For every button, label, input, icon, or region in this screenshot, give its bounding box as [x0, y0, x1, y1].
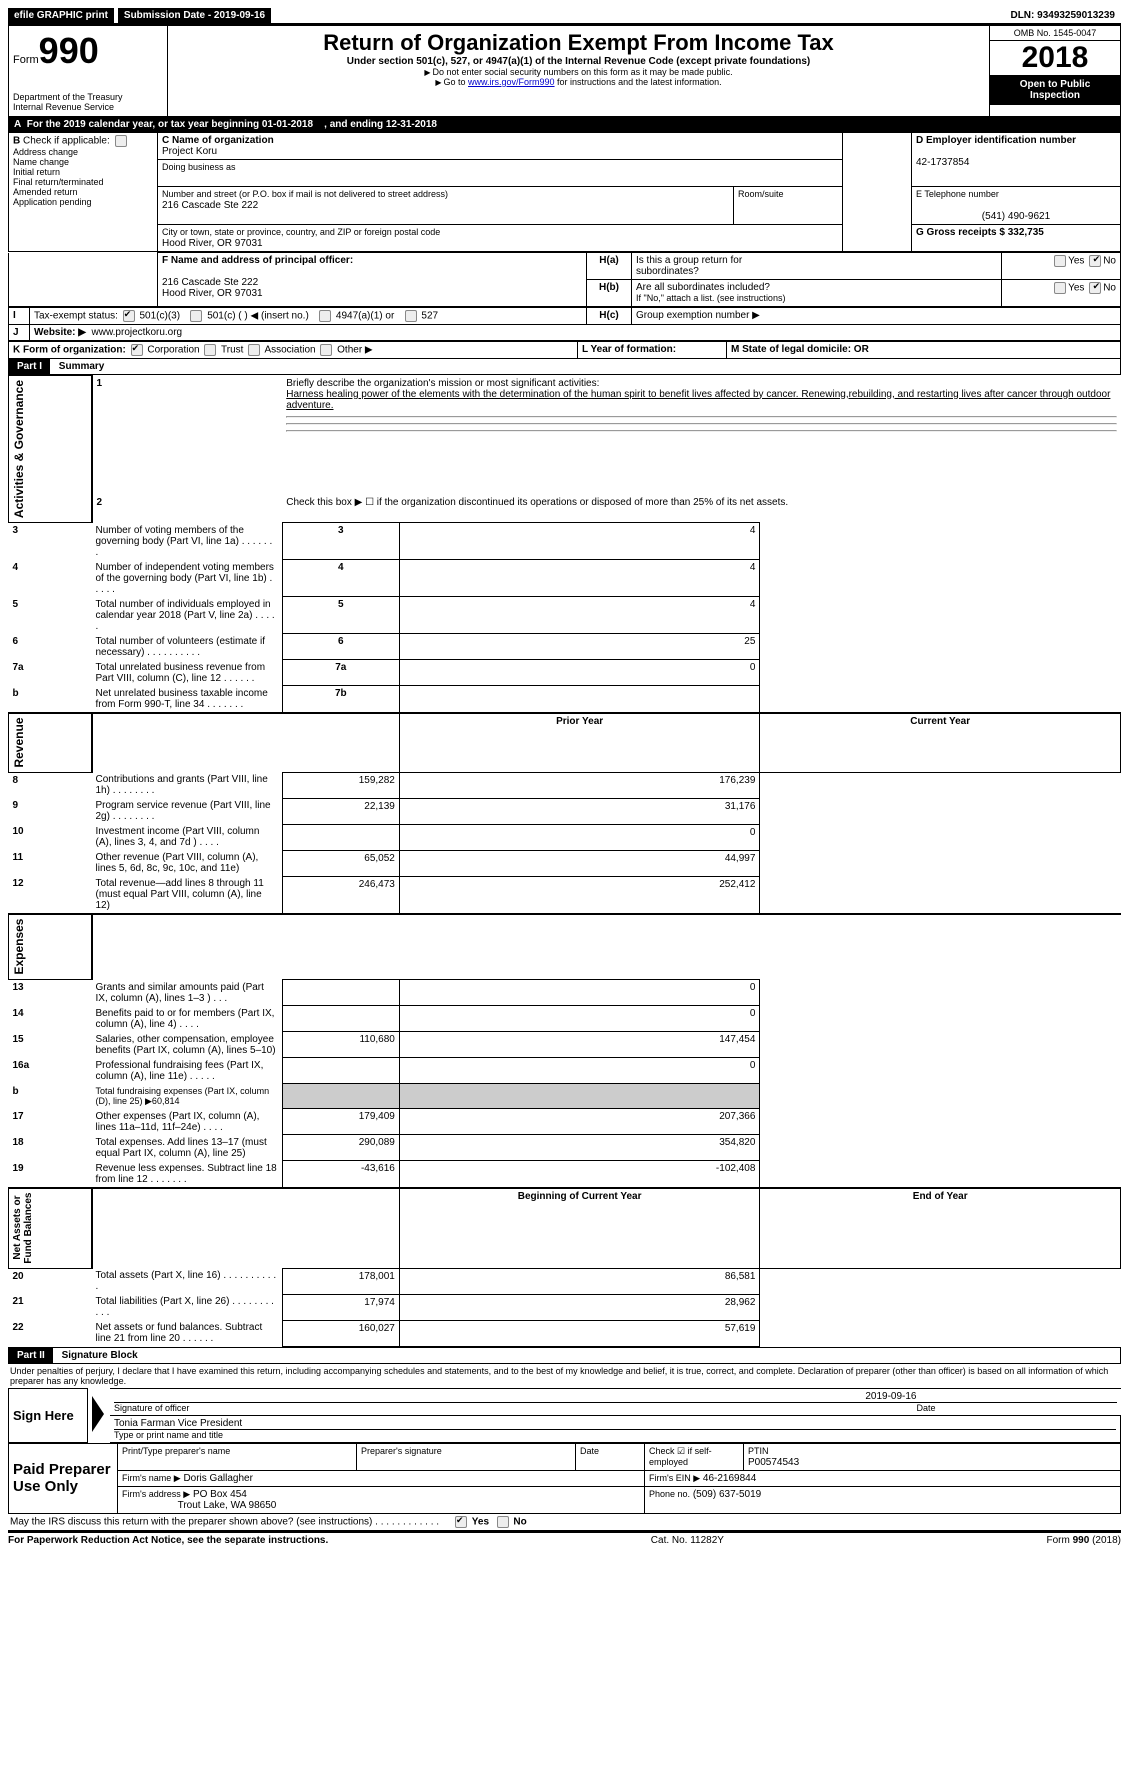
period-bar: A For the 2019 calendar year, or tax yea…	[8, 117, 1121, 132]
summary-table: Activities & Governance 1 Briefly descri…	[8, 375, 1121, 1347]
gross-receipts: G Gross receipts $ 332,735	[916, 227, 1044, 238]
expense-row: b Total fundraising expenses (Part IX, c…	[9, 1084, 1121, 1109]
expense-row: 14 Benefits paid to or for members (Part…	[9, 1006, 1121, 1032]
topbar: efile GRAPHIC print Submission Date - 20…	[8, 8, 1121, 25]
form-number: 990	[39, 30, 99, 71]
revenue-row: 10 Investment income (Part VIII, column …	[9, 824, 1121, 850]
website: www.projectkoru.org	[92, 327, 183, 338]
street-address: 216 Cascade Ste 222	[162, 200, 258, 211]
expenses-label: Expenses	[9, 914, 92, 980]
expense-row: 15 Salaries, other compensation, employe…	[9, 1032, 1121, 1058]
firm-name: Doris Gallagher	[183, 1473, 252, 1484]
expense-row: 16a Professional fundraising fees (Part …	[9, 1058, 1121, 1084]
mission-text: Harness healing power of the elements wi…	[286, 389, 1110, 411]
dln: DLN: 93493259013239	[1004, 8, 1121, 23]
omb: OMB No. 1545-0047	[990, 26, 1120, 41]
summary-row: b Net unrelated business taxable income …	[9, 686, 1121, 713]
net-assets-row: 22 Net assets or fund balances. Subtract…	[9, 1320, 1121, 1346]
firm-ein: 46-2169844	[703, 1473, 756, 1484]
perjury-declaration: Under penalties of perjury, I declare th…	[8, 1364, 1121, 1388]
summary-row: 6 Total number of volunteers (estimate i…	[9, 634, 1121, 660]
checkbox-option: Amended return	[13, 187, 153, 197]
irs-link[interactable]: www.irs.gov/Form990	[468, 77, 555, 87]
activities-governance-label: Activities & Governance	[9, 376, 92, 523]
preparer-phone: (509) 637-5019	[693, 1489, 761, 1500]
ein: 42-1737854	[916, 157, 969, 168]
submission-date: Submission Date - 2019-09-16	[118, 8, 271, 23]
city-state-zip: Hood River, OR 97031	[162, 238, 263, 249]
net-assets-row: 20 Total assets (Part X, line 16) . . . …	[9, 1268, 1121, 1294]
expense-row: 19 Revenue less expenses. Subtract line …	[9, 1161, 1121, 1188]
checkbox-option: Initial return	[13, 167, 153, 177]
open-inspection: Open to Public Inspection	[990, 75, 1120, 105]
net-assets-row: 21 Total liabilities (Part X, line 26) .…	[9, 1294, 1121, 1320]
i-j-block: I Tax-exempt status: 501(c)(3) 501(c) ( …	[8, 307, 1121, 341]
signature-arrow-icon	[92, 1396, 104, 1432]
revenue-row: 12 Total revenue—add lines 8 through 11 …	[9, 876, 1121, 914]
checkbox-option: Final return/terminated	[13, 177, 153, 187]
revenue-label: Revenue	[9, 713, 92, 773]
checkbox-option: Address change	[13, 147, 153, 157]
part2-label: Part II	[9, 1348, 53, 1363]
form-subtitle: Under section 501(c), 527, or 4947(a)(1)…	[172, 56, 985, 67]
form-title: Return of Organization Exempt From Incom…	[172, 30, 985, 56]
checkbox-option: Name change	[13, 157, 153, 167]
paid-preparer-block: Paid Preparer Use Only Print/Type prepar…	[8, 1443, 1121, 1514]
checkbox-option: Application pending	[13, 197, 153, 207]
efile-label: efile GRAPHIC print	[8, 8, 114, 23]
header-boxes: B Check if applicable: Address changeNam…	[8, 132, 1121, 252]
officer-name: Tonia Farman Vice President	[114, 1418, 242, 1429]
officer-h-block: F Name and address of principal officer:…	[8, 252, 1121, 307]
expense-row: 13 Grants and similar amounts paid (Part…	[9, 980, 1121, 1006]
revenue-row: 9 Program service revenue (Part VIII, li…	[9, 798, 1121, 824]
tax-year: 2018	[990, 41, 1120, 75]
revenue-row: 11 Other revenue (Part VIII, column (A),…	[9, 850, 1121, 876]
page-footer: For Paperwork Reduction Act Notice, see …	[8, 1531, 1121, 1546]
ptin: P00574543	[748, 1457, 799, 1468]
expense-row: 17 Other expenses (Part IX, column (A), …	[9, 1109, 1121, 1135]
expense-row: 18 Total expenses. Add lines 13–17 (must…	[9, 1135, 1121, 1161]
signature-block: Sign Here 2019-09-16 Signature of office…	[8, 1388, 1121, 1443]
summary-row: 3 Number of voting members of the govern…	[9, 523, 1121, 560]
part1-label: Part I	[9, 359, 50, 374]
form-header: Form990 Department of the Treasury Inter…	[8, 25, 1121, 117]
revenue-row: 8 Contributions and grants (Part VIII, l…	[9, 772, 1121, 798]
phone: (541) 490-9621	[916, 211, 1116, 222]
k-l-m-block: K Form of organization: Corporation Trus…	[8, 341, 1121, 359]
dept-label: Department of the Treasury Internal Reve…	[13, 92, 163, 112]
org-name: Project Koru	[162, 146, 217, 157]
summary-row: 5 Total number of individuals employed i…	[9, 597, 1121, 634]
note-ssn: Do not enter social security numbers on …	[172, 67, 985, 77]
net-assets-label: Net Assets orFund Balances	[9, 1188, 92, 1269]
summary-row: 7a Total unrelated business revenue from…	[9, 660, 1121, 686]
summary-row: 4 Number of independent voting members o…	[9, 560, 1121, 597]
